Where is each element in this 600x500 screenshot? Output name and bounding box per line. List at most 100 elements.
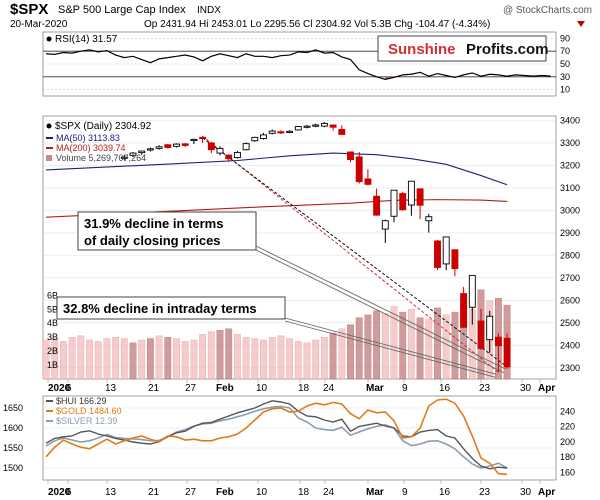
x-tick-label: 27 <box>185 383 197 394</box>
candle-body <box>503 337 511 368</box>
candle-body <box>399 193 407 211</box>
candle-body <box>155 146 163 149</box>
x-tick-label: 16 <box>439 487 451 498</box>
gold-legend: $GOLD 1484.60 <box>56 406 122 416</box>
x-tick-label: 18 <box>298 383 310 394</box>
candle-body <box>477 320 485 349</box>
price-tick-label: 2700 <box>560 273 580 283</box>
candle-body <box>129 152 137 156</box>
candle-body <box>233 151 241 159</box>
x-tick-label: Feb <box>216 487 234 498</box>
candle-body <box>199 136 207 140</box>
ma50-legend: MA(50) 3113.83 <box>56 133 120 143</box>
metals-left-tick-label: 1500 <box>3 463 23 473</box>
rsi-line <box>45 49 551 80</box>
watermark: @ StockCharts.com <box>503 5 592 16</box>
volume-bar <box>68 336 76 380</box>
volume-bar <box>294 341 302 380</box>
candle-body <box>390 189 398 217</box>
candle-body <box>251 136 259 142</box>
volume-bar <box>390 306 398 380</box>
ma200-legend: MA(200) 3039.74 <box>56 143 126 153</box>
volume-bar <box>442 314 450 380</box>
candle-body <box>434 240 441 268</box>
price-panel: 2300 2400 2500 2600 2700 2800 2900 3000 3100 3200… <box>42 115 580 380</box>
volume-bar <box>60 341 67 380</box>
candle-body <box>242 143 250 151</box>
x-tick-label: 23 <box>479 383 491 394</box>
candle-body <box>138 150 146 154</box>
annotation-box-closing <box>77 211 257 251</box>
silver-legend: $SILVER 12.39 <box>56 416 117 426</box>
candle-body <box>425 216 433 222</box>
ohlc-stats: Op 2431.94 Hi 2453.01 Lo 2295.56 Cl 2304… <box>144 19 490 30</box>
candle-body <box>338 129 346 135</box>
x-tick-label: 30 <box>520 487 532 498</box>
candle-body <box>260 134 267 139</box>
volume-bar <box>312 339 320 380</box>
volume-bar <box>434 307 441 380</box>
annotation-intraday: 32.8% decline in intraday terms <box>63 301 257 316</box>
candle-body <box>320 122 328 127</box>
candle-body <box>294 126 302 131</box>
volume-bar <box>77 335 85 380</box>
volume-bar <box>321 336 328 380</box>
volume-bar <box>260 339 267 380</box>
price-tick-label: 3000 <box>560 205 580 215</box>
x-tick-label: 2020 <box>48 487 71 498</box>
x-tick-label: 24 <box>323 487 335 498</box>
candle-body <box>268 130 276 134</box>
x-tick-label: 27 <box>185 487 197 498</box>
date-label: 20-Mar-2020 <box>10 19 68 30</box>
gold-line <box>45 398 508 476</box>
pointer-line <box>284 317 497 375</box>
candle-body <box>442 236 450 265</box>
volume-tick-label: 5B <box>47 304 58 314</box>
volume-bar <box>347 324 354 380</box>
volume-bar <box>94 341 102 380</box>
legend-dot-icon <box>46 123 52 129</box>
x-tick-label: 9 <box>402 487 408 498</box>
price-tick-label: 2400 <box>560 340 580 350</box>
volume-bar <box>425 318 433 380</box>
candle-body <box>225 154 233 160</box>
rsi-tick-label: 70 <box>560 46 570 56</box>
volume-bar <box>399 311 407 380</box>
rsi-tick-label: 50 <box>560 59 570 69</box>
metals-panel: 1500 1550 1600 1650 160 180 200 220 240 $HUI 166… <box>3 395 575 481</box>
volume-bar <box>364 314 372 380</box>
x-tick-label: 23 <box>479 487 491 498</box>
price-tick-label: 2500 <box>560 318 580 328</box>
volume-tick-label: 6B <box>47 290 58 300</box>
volume-bar <box>173 338 180 380</box>
candle-body <box>381 220 389 230</box>
metals-right-tick-label: 180 <box>560 452 575 462</box>
x-tick-label: 24 <box>323 383 335 394</box>
candle-body <box>164 144 172 148</box>
candle-body <box>373 195 381 216</box>
hui-line <box>45 400 508 470</box>
pointer-line <box>255 249 505 374</box>
volume-bar <box>155 335 163 380</box>
legend-dot-icon <box>46 36 52 42</box>
volume-bar <box>242 336 250 380</box>
candle-body <box>486 315 494 341</box>
volume-bar <box>329 332 337 380</box>
volume-bar <box>268 336 276 380</box>
closing-decline-line <box>202 137 508 368</box>
volume-bar <box>199 334 206 380</box>
volume-bar <box>277 335 285 380</box>
candle-body <box>312 124 320 127</box>
symbol-name: S&P 500 Large Cap Index <box>58 4 186 16</box>
metals-left-tick-label: 1600 <box>3 423 23 433</box>
candle-body <box>181 143 189 146</box>
price-tick-label: 2900 <box>560 228 580 238</box>
candle-body <box>207 142 215 151</box>
candle-body <box>364 178 372 185</box>
volume-bar <box>86 339 93 380</box>
volume-tick-label: 1B <box>47 360 58 370</box>
price-tick-label: 3400 <box>560 115 580 125</box>
candle-body <box>355 156 363 183</box>
